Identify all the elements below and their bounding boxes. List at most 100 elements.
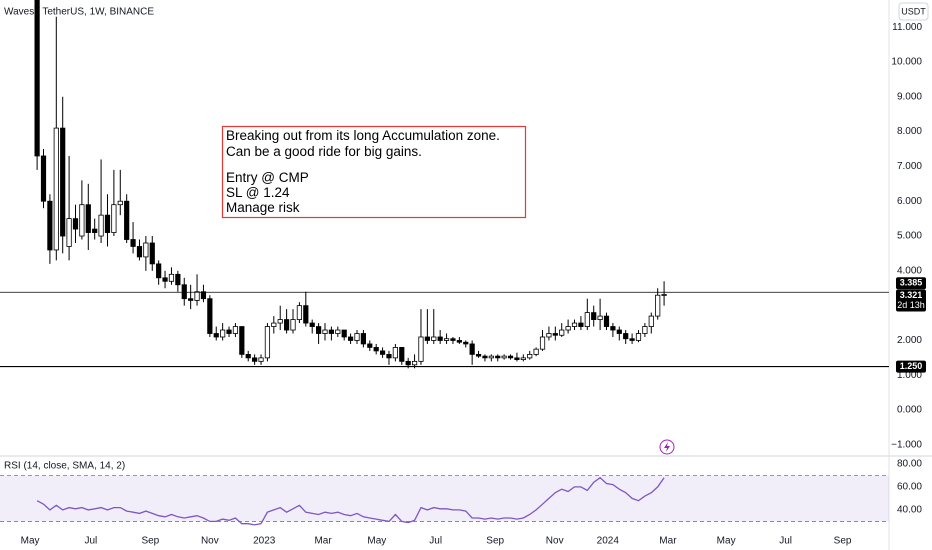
candle-body [124, 200, 130, 240]
x-tick-label: May [367, 536, 386, 547]
x-tick-label: Mar [314, 536, 332, 547]
candle-body [463, 341, 469, 345]
candle-body [475, 353, 482, 357]
candle-body [200, 291, 207, 300]
candle-body [399, 347, 405, 362]
candle-body [456, 340, 462, 343]
y-tick-label: 4.000 [897, 265, 922, 276]
candle-body [360, 333, 366, 345]
candle-body [66, 218, 72, 247]
candle-body [309, 322, 315, 327]
candle-body [482, 355, 488, 359]
alert-bolt [664, 442, 670, 452]
candle-body [175, 273, 181, 286]
candle-body [130, 239, 136, 247]
x-tick-label: Sep [141, 536, 159, 547]
countdown: 2d 13h [897, 300, 925, 310]
x-tick-label: Mar [659, 536, 677, 547]
candle-body [655, 294, 661, 317]
candle-body [635, 333, 642, 341]
candle-body [623, 333, 629, 340]
rsi-line [36, 476, 665, 526]
candle-body [316, 326, 322, 334]
candle-body [431, 336, 437, 341]
x-tick-label: 2023 [253, 536, 276, 547]
currency-label[interactable]: USDT [901, 6, 926, 16]
candle-body [92, 228, 98, 233]
last-price-label: 3.321 [900, 290, 923, 300]
x-tick-label: Nov [201, 536, 219, 547]
annotation-line: Entry @ CMP [226, 170, 309, 185]
candle-body [520, 357, 526, 361]
y-tick-label: 2.000 [897, 335, 922, 346]
candles [34, 0, 667, 369]
candle-body [367, 343, 373, 348]
candle-body [578, 322, 584, 327]
y-tick-label: 5.000 [897, 231, 922, 242]
candle-body [629, 338, 635, 341]
candle-body [392, 347, 398, 359]
candle-body [591, 312, 597, 320]
candle-body [277, 319, 283, 324]
candle-body [40, 155, 47, 202]
candle-body [72, 218, 79, 230]
candle-body [296, 305, 303, 320]
candle-body [232, 326, 239, 334]
candle-body [258, 357, 264, 362]
candle-body [85, 204, 91, 233]
last-price-tag [896, 289, 926, 312]
annotation-line: Breaking out from its long Accumulation … [226, 128, 500, 143]
candle-body [373, 347, 379, 352]
candle-body [188, 298, 194, 301]
candle-body [443, 338, 450, 341]
candle-body [98, 214, 104, 237]
candle-body [379, 350, 386, 355]
candle-body [252, 357, 258, 362]
candle-body [271, 322, 277, 327]
y-tick-label: 11.000 [892, 22, 922, 33]
candle-body [264, 326, 271, 359]
candle-body [181, 284, 187, 300]
candle-body [213, 333, 219, 338]
candle-body [303, 305, 309, 324]
candle-body [411, 360, 418, 366]
candle-body [571, 322, 578, 327]
y-tick-label: 1.000 [897, 370, 922, 381]
chart-title: Waves / TetherUS, 1W, BINANCE [4, 7, 154, 18]
candle-body [47, 200, 53, 251]
candle-body [220, 329, 226, 338]
candle-body [53, 127, 59, 251]
candle-body [79, 204, 85, 237]
candle-body [328, 329, 335, 334]
candle-body [168, 273, 175, 282]
candle-body [354, 333, 360, 341]
candle-body [533, 348, 539, 355]
candle-body [322, 329, 328, 334]
currency-button[interactable] [898, 2, 929, 21]
x-tick-label: May [21, 536, 40, 547]
candle-body [111, 204, 117, 233]
y-tick-label: 7.000 [897, 161, 922, 172]
annotation-line: Can be a good ride for big gains. [226, 144, 422, 159]
x-tick-label: 2024 [597, 536, 620, 547]
candle-body [207, 298, 213, 334]
candle-body [514, 357, 520, 361]
candle-body [156, 263, 162, 279]
price-tag [896, 277, 926, 290]
y-tick-label: 6.000 [897, 196, 922, 207]
candle-body [194, 291, 200, 301]
candle-body [245, 353, 251, 359]
candle-body [424, 336, 430, 341]
candle-body [418, 336, 424, 362]
candle-body [104, 214, 111, 233]
candle-body [661, 294, 667, 296]
candle-body [226, 329, 232, 334]
y-tick-label: 10.000 [891, 57, 922, 68]
candle-body [290, 319, 296, 331]
candle-body [405, 360, 411, 366]
candle-body [450, 338, 456, 341]
x-tick-label: Jul [84, 536, 97, 547]
rsi-tick-label: 80.00 [897, 459, 922, 470]
candle-body [616, 329, 622, 334]
